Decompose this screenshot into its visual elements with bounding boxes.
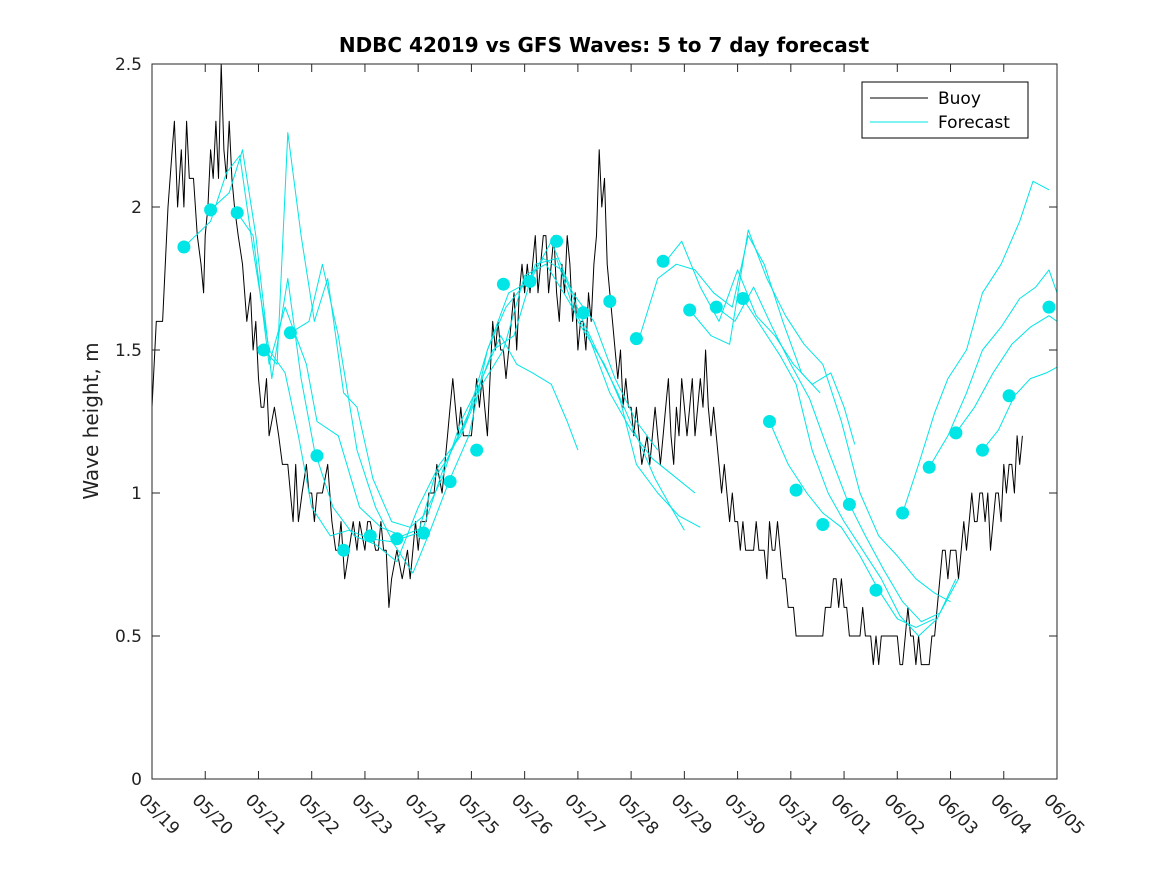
y-tick-label: 1.5 <box>115 341 142 361</box>
forecast-marker-24 <box>816 518 830 531</box>
forecast-series-line-15 <box>982 366 1058 451</box>
legend-box <box>861 81 1029 139</box>
forecast-marker-3 <box>257 343 271 357</box>
y-tick-label: 0.5 <box>115 627 142 647</box>
forecast-series-line-4 <box>263 132 579 528</box>
forecast-marker-28 <box>922 460 936 474</box>
forecast-series-line-10 <box>742 298 957 637</box>
y-tick-label: 0 <box>131 770 142 790</box>
forecast-marker-5 <box>310 449 324 463</box>
chart-title: NDBC 42019 vs GFS Waves: 5 to 7 day fore… <box>339 33 870 57</box>
legend-label-buoy: Buoy <box>938 89 981 109</box>
forecast-marker-19 <box>683 303 697 317</box>
forecast-series-line-6 <box>638 235 821 394</box>
forecast-marker-13 <box>523 274 537 288</box>
y-tick-label: 1 <box>131 484 142 504</box>
y-tick-label: 2 <box>131 198 142 218</box>
forecast-marker-8 <box>390 532 404 546</box>
forecast-marker-10 <box>443 475 457 489</box>
forecast-marker-1 <box>204 203 218 217</box>
forecast-marker-6 <box>337 543 351 557</box>
axes-box <box>151 63 1058 780</box>
forecast-marker-26 <box>869 583 883 597</box>
forecast-marker-27 <box>896 506 910 520</box>
forecast-marker-25 <box>842 497 856 511</box>
forecast-marker-4 <box>283 326 297 340</box>
buoy-series-line <box>151 63 1023 666</box>
y-tick-label: 2.5 <box>115 55 142 75</box>
plot-area <box>151 63 1058 666</box>
forecast-marker-18 <box>656 254 670 268</box>
y-axis-label: Wave height, m <box>79 342 103 499</box>
forecast-marker-11 <box>470 443 484 457</box>
forecast-marker-21 <box>736 292 750 305</box>
forecast-marker-29 <box>949 426 963 440</box>
forecast-marker-7 <box>363 529 377 543</box>
forecast-marker-20 <box>709 300 723 314</box>
forecast-series-line-14 <box>955 315 1058 434</box>
forecast-marker-2 <box>230 206 244 220</box>
forecast-marker-31 <box>1002 389 1016 403</box>
forecast-series-line-5 <box>290 258 685 574</box>
forecast-marker-17 <box>629 332 643 346</box>
forecast-marker-15 <box>576 306 590 320</box>
forecast-marker-12 <box>496 277 510 291</box>
forecast-series-line-9 <box>715 286 959 623</box>
forecast-series-line-7 <box>665 240 856 445</box>
forecast-series-line-13 <box>928 269 1058 468</box>
legend: Buoy Forecast <box>861 81 1029 139</box>
forecast-series-line-11 <box>769 421 935 628</box>
forecast-series-line-8 <box>689 229 951 603</box>
forecast-marker-0 <box>177 240 191 254</box>
forecast-marker-32 <box>1042 300 1056 314</box>
forecast-marker-9 <box>417 526 430 540</box>
forecast-marker-16 <box>603 294 617 308</box>
forecast-series-line-12 <box>902 180 1050 514</box>
legend-label-forecast: Forecast <box>938 113 1010 133</box>
forecast-marker-22 <box>763 415 776 428</box>
forecast-marker-14 <box>550 234 564 248</box>
forecast-marker-23 <box>789 483 803 497</box>
forecast-marker-30 <box>976 443 989 457</box>
